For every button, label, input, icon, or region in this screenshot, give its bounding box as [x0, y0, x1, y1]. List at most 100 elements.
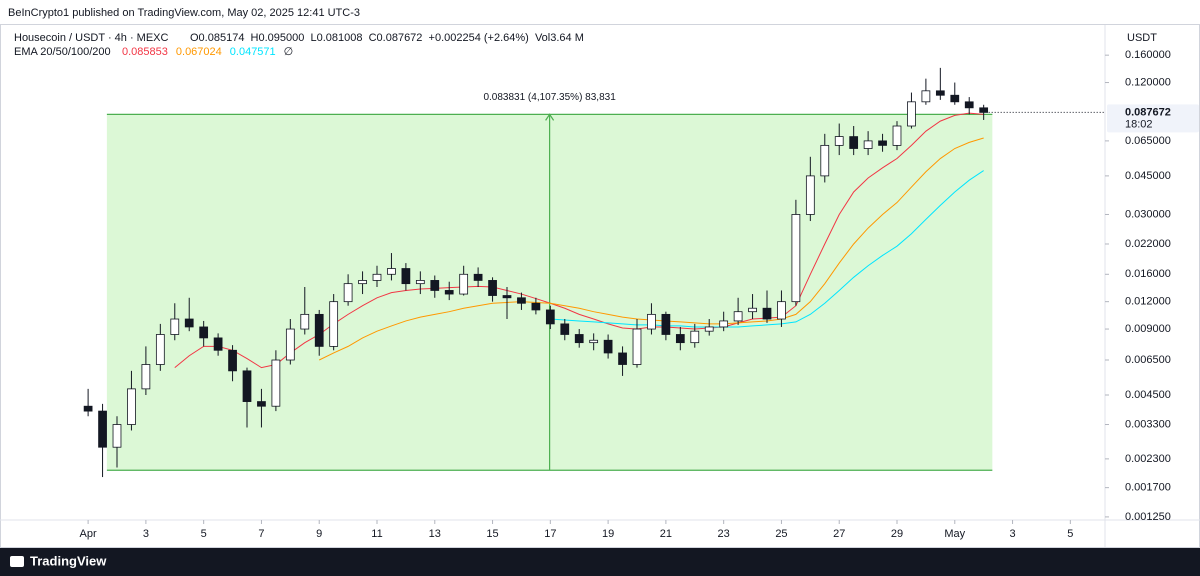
candle-body [242, 370, 252, 402]
y-tick-label: 0.030000 [1125, 208, 1171, 220]
x-tick-label: 21 [660, 528, 672, 540]
candle-body [964, 101, 974, 109]
x-tick-label: 19 [602, 528, 614, 540]
candle-body [907, 101, 916, 127]
candle-body [329, 301, 339, 347]
ema-value: 0.067024 [176, 46, 222, 58]
candle-body [127, 388, 136, 425]
y-tick-label: 0.016000 [1125, 268, 1171, 280]
y-tick-label: 0.160000 [1125, 49, 1171, 61]
candle-body [632, 328, 642, 365]
measure-arrow-head [545, 113, 555, 121]
y-tick-label: 0.006500 [1125, 354, 1171, 366]
published-note: BeInCrypto1 published on TradingView.com… [8, 7, 360, 19]
y-tick-label: 0.045000 [1125, 170, 1171, 182]
candle-body [199, 326, 209, 339]
candle-body [300, 313, 310, 330]
x-tick-label: 23 [718, 528, 730, 540]
candle-body [733, 311, 743, 322]
candle-body [560, 323, 570, 335]
brand: TradingView [30, 553, 107, 568]
x-tick-label: Apr [80, 528, 97, 540]
countdown: 18:02 [1125, 118, 1153, 130]
x-tick-label: 9 [316, 528, 322, 540]
candle-body [719, 320, 729, 328]
x-tick-label: 27 [833, 528, 845, 540]
currency: USDT [1127, 32, 1157, 44]
y-tick-label: 0.065000 [1125, 135, 1171, 147]
candle-body [820, 144, 830, 177]
candle-body [343, 283, 353, 303]
candle-body [358, 280, 367, 285]
y-tick-label: 0.012000 [1125, 296, 1171, 308]
candle-body [213, 337, 223, 351]
y-tick-label: 0.002300 [1125, 453, 1171, 465]
candle-body [98, 410, 107, 448]
candle-body [314, 313, 324, 347]
candle-body [863, 140, 873, 149]
x-tick-label: 11 [371, 528, 382, 540]
candle-body [517, 297, 526, 304]
candle-body [83, 405, 93, 412]
x-tick-label: 5 [201, 528, 207, 540]
y-tick-label: 0.003300 [1125, 418, 1171, 430]
ema-value: 0.047571 [230, 46, 276, 58]
candle-body [878, 140, 887, 146]
candle-body [805, 175, 815, 215]
indicator-name: EMA 20/50/100/200 [14, 46, 111, 58]
candle-body [589, 339, 599, 344]
candle-body [647, 313, 656, 330]
candle-body [603, 339, 613, 354]
x-tick-label: May [944, 528, 965, 540]
last-price-label: 0.087672 [1125, 106, 1171, 118]
candle-body [661, 313, 671, 335]
ema-empty-value: ∅ [284, 46, 294, 58]
y-tick-label: 0.022000 [1125, 238, 1171, 250]
candle-body [184, 318, 194, 328]
candle-body [748, 307, 757, 313]
candle-body [574, 334, 584, 344]
candle-body [531, 302, 541, 311]
y-tick-label: 0.001250 [1125, 511, 1171, 523]
y-tick-label: 0.009000 [1125, 323, 1171, 335]
candle-body [401, 268, 411, 285]
candle-body [459, 273, 469, 295]
candle-body [170, 318, 180, 335]
x-tick-label: 25 [775, 528, 787, 540]
candle-body [155, 334, 165, 365]
ema-value: 0.085853 [122, 46, 168, 58]
candle-body [502, 295, 512, 299]
candle-body [762, 307, 772, 320]
x-tick-label: 7 [258, 528, 264, 540]
candle-body [935, 90, 945, 96]
candle-body [704, 326, 714, 332]
plot-area: 0.083831 (4,107.35%) 83,831 [83, 67, 1105, 478]
candle-body [387, 268, 396, 275]
candle-body [430, 280, 440, 291]
candle-body [618, 352, 627, 365]
x-tick-label: 29 [891, 528, 903, 540]
candle-body [372, 273, 382, 281]
candle-body [444, 290, 454, 295]
candle-body [849, 136, 859, 149]
candle-body [791, 214, 801, 303]
candle-body [112, 424, 122, 448]
candle-body [415, 280, 425, 285]
candle-body [892, 125, 902, 146]
candle-body [473, 273, 483, 281]
candle-body [545, 309, 555, 325]
x-tick-label: 3 [143, 528, 149, 540]
candle-body [777, 301, 786, 320]
y-tick-label: 0.001700 [1125, 482, 1171, 494]
y-tick-label: 0.120000 [1125, 76, 1171, 88]
candle-body [271, 359, 281, 407]
x-tick-label: 15 [486, 528, 498, 540]
candle-body [690, 330, 700, 344]
candle-body [488, 280, 497, 296]
candle-body [675, 334, 685, 344]
candle-body [285, 328, 295, 361]
candle-body [228, 349, 237, 372]
last-price-box [1107, 104, 1199, 133]
